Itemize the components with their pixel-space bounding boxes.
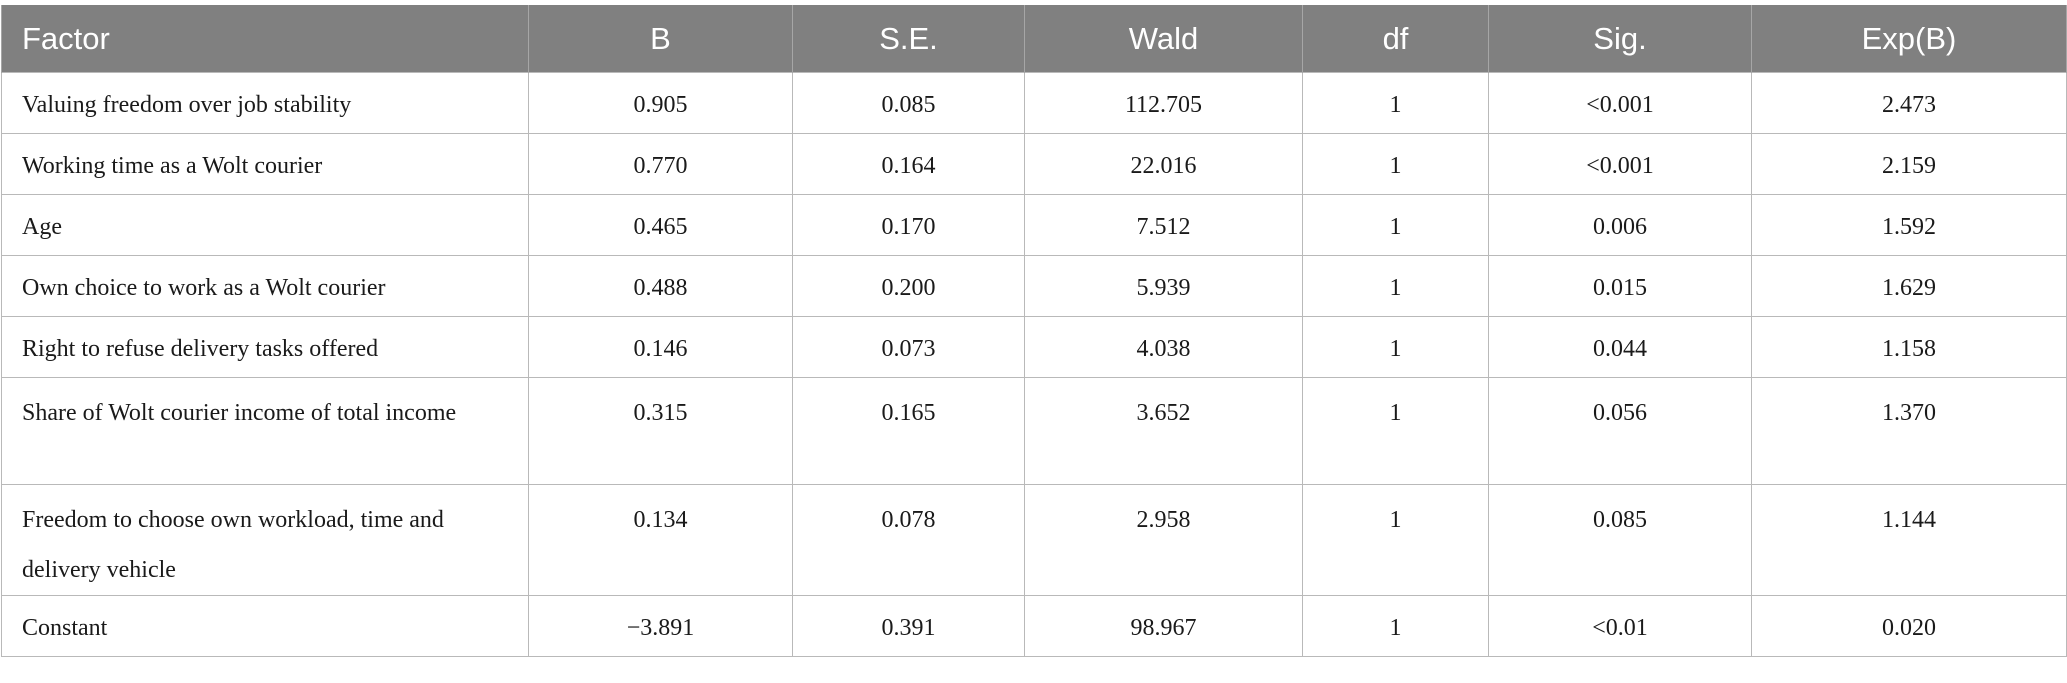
header-factor: Factor [1, 5, 529, 73]
header-b: B [528, 5, 793, 73]
b-cell: −3.891 [528, 595, 793, 657]
expb-cell: 1.592 [1751, 194, 2067, 256]
se-cell: 0.391 [792, 595, 1025, 657]
expb-text: 1.370 [1882, 400, 1936, 426]
df-cell: 1 [1302, 72, 1489, 134]
expb-cell: 1.158 [1751, 316, 2067, 378]
b-cell: 0.905 [528, 72, 793, 134]
header-df: df [1302, 5, 1489, 73]
df-cell: 1 [1302, 484, 1489, 596]
header-expb: Exp(B) [1751, 5, 2067, 73]
df-cell: 1 [1302, 133, 1489, 195]
wald-text: 3.652 [1136, 400, 1191, 426]
factor-cell: Freedom to choose own workload, time and… [1, 484, 529, 596]
sig-cell: 0.085 [1488, 484, 1752, 596]
se-cell: 0.078 [792, 484, 1025, 596]
sig-cell: <0.001 [1488, 72, 1752, 134]
table-row: Working time as a Wolt courier 0.770 0.1… [1, 133, 2067, 195]
wald-cell: 3.652 [1024, 377, 1303, 485]
wald-cell: 98.967 [1024, 595, 1303, 657]
factor-text: Share of Wolt courier income of total in… [22, 400, 457, 426]
df-cell: 1 [1302, 595, 1489, 657]
header-row: Factor B S.E. Wald df Sig. Exp(B) [1, 5, 2067, 73]
b-text: 0.134 [633, 507, 688, 533]
se-text: 0.165 [881, 400, 936, 426]
wald-cell: 7.512 [1024, 194, 1303, 256]
expb-cell: 2.159 [1751, 133, 2067, 195]
df-cell: 1 [1302, 194, 1489, 256]
header-se: S.E. [792, 5, 1025, 73]
sig-cell: <0.001 [1488, 133, 1752, 195]
expb-cell: 0.020 [1751, 595, 2067, 657]
b-cell: 0.315 [528, 377, 793, 485]
wald-cell: 112.705 [1024, 72, 1303, 134]
expb-cell: 2.473 [1751, 72, 2067, 134]
sig-text: 0.056 [1593, 400, 1647, 426]
sig-cell: 0.056 [1488, 377, 1752, 485]
factor-cell: Age [1, 194, 529, 256]
expb-cell: 1.144 [1751, 484, 2067, 596]
se-cell: 0.170 [792, 194, 1025, 256]
b-cell: 0.465 [528, 194, 793, 256]
table-row: Valuing freedom over job stability 0.905… [1, 72, 2067, 134]
b-cell: 0.134 [528, 484, 793, 596]
wald-cell: 2.958 [1024, 484, 1303, 596]
expb-text: 1.144 [1882, 507, 1936, 533]
b-cell: 0.146 [528, 316, 793, 378]
wald-cell: 4.038 [1024, 316, 1303, 378]
wald-cell: 5.939 [1024, 255, 1303, 317]
factor-cell: Share of Wolt courier income of total in… [1, 377, 529, 485]
se-cell: 0.164 [792, 133, 1025, 195]
se-cell: 0.085 [792, 72, 1025, 134]
factor-cell: Right to refuse delivery tasks offered [1, 316, 529, 378]
sig-cell: 0.015 [1488, 255, 1752, 317]
expb-cell: 1.629 [1751, 255, 2067, 317]
factor-cell: Own choice to work as a Wolt courier [1, 255, 529, 317]
factor-cell: Valuing freedom over job stability [1, 72, 529, 134]
expb-cell: 1.370 [1751, 377, 2067, 485]
regression-table: Factor B S.E. Wald df Sig. Exp(B) Valuin… [1, 5, 2067, 657]
wald-text: 2.958 [1136, 507, 1191, 533]
b-cell: 0.488 [528, 255, 793, 317]
se-text: 0.078 [881, 507, 936, 533]
df-text: 1 [1389, 400, 1402, 426]
table-row: Constant −3.891 0.391 98.967 1 <0.01 0.0… [1, 595, 2067, 657]
sig-cell: 0.044 [1488, 316, 1752, 378]
df-cell: 1 [1302, 377, 1489, 485]
factor-cell: Working time as a Wolt courier [1, 133, 529, 195]
sig-cell: 0.006 [1488, 194, 1752, 256]
df-text: 1 [1389, 507, 1402, 533]
header-sig: Sig. [1488, 5, 1752, 73]
b-text: 0.315 [633, 400, 688, 426]
df-cell: 1 [1302, 255, 1489, 317]
table-row: Freedom to choose own workload, time and… [1, 484, 2067, 596]
b-cell: 0.770 [528, 133, 793, 195]
table-row: Share of Wolt courier income of total in… [1, 377, 2067, 485]
table-row: Right to refuse delivery tasks offered 0… [1, 316, 2067, 378]
se-cell: 0.200 [792, 255, 1025, 317]
df-cell: 1 [1302, 316, 1489, 378]
table-container: Factor B S.E. Wald df Sig. Exp(B) Valuin… [1, 5, 2067, 657]
wald-cell: 22.016 [1024, 133, 1303, 195]
sig-cell: <0.01 [1488, 595, 1752, 657]
se-cell: 0.073 [792, 316, 1025, 378]
factor-cell: Constant [1, 595, 529, 657]
sig-text: 0.085 [1593, 507, 1647, 533]
header-wald: Wald [1024, 5, 1303, 73]
se-cell: 0.165 [792, 377, 1025, 485]
table-row: Age 0.465 0.170 7.512 1 0.006 1.592 [1, 194, 2067, 256]
factor-text: Freedom to choose own workload, time and… [22, 507, 444, 583]
table-row: Own choice to work as a Wolt courier 0.4… [1, 255, 2067, 317]
